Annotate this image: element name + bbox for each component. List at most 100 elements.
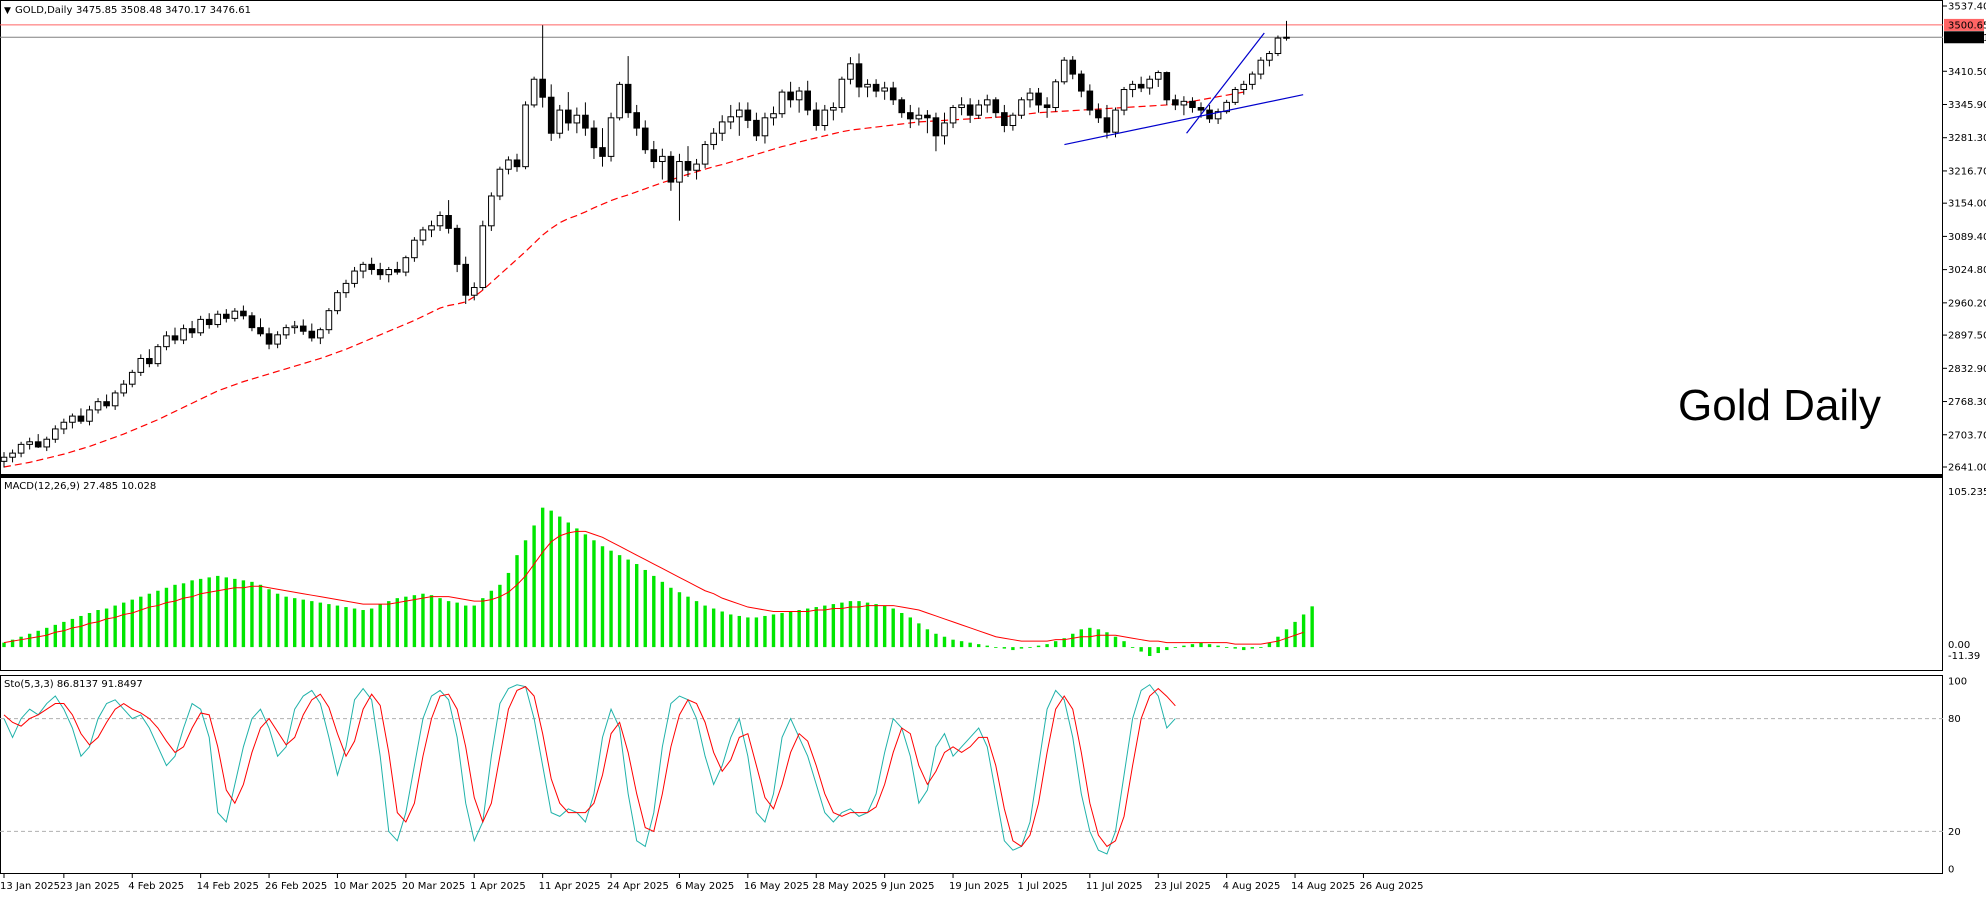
- candle-bear: [368, 263, 375, 271]
- macd-label: MACD(12,26,9) 27.485 10.028: [4, 481, 156, 492]
- candle-bear: [1137, 83, 1145, 89]
- candle-bull: [1112, 109, 1119, 133]
- candle-bear: [872, 83, 880, 92]
- stoch-tick-label: 0: [1948, 865, 1954, 876]
- macd-bar: [352, 608, 357, 648]
- candle-bear: [787, 91, 794, 101]
- date-tick-label: 20 Mar 2025: [402, 881, 465, 892]
- header-symbol: GOLD,Daily: [15, 5, 72, 16]
- macd-bar: [207, 577, 211, 648]
- candle-bull: [718, 121, 726, 134]
- macd-bar: [1062, 638, 1066, 648]
- price-tick-label: 3281.30: [1948, 133, 1986, 144]
- macd-bar: [293, 598, 297, 648]
- candle-bear: [308, 330, 316, 339]
- macd-bar: [241, 580, 246, 648]
- candle-bull: [1274, 37, 1282, 55]
- price-tick-label: 3410.50: [1948, 67, 1986, 78]
- price-tick-label: 3024.80: [1948, 265, 1986, 276]
- candle-bull: [52, 428, 59, 440]
- macd-bar: [609, 550, 613, 648]
- reference-lines: [0, 24, 1943, 832]
- candle-bull: [915, 114, 923, 120]
- candle-bull: [505, 159, 512, 170]
- candle-bear: [453, 227, 461, 265]
- macd-bar: [600, 546, 605, 648]
- macd-bar: [660, 581, 665, 648]
- candle-bull: [0, 456, 8, 462]
- candle-bear: [539, 78, 546, 98]
- macd-bar: [198, 578, 203, 648]
- candle-bear: [265, 333, 273, 345]
- macd-bar: [301, 599, 305, 648]
- macd-bar: [10, 639, 15, 648]
- candle-bull: [1052, 81, 1059, 109]
- candle-bull: [795, 90, 803, 101]
- macd-bar: [1267, 642, 1272, 648]
- candle-bull: [325, 310, 333, 331]
- candle-bull: [1266, 53, 1273, 61]
- ma-line: [3, 91, 1244, 468]
- candle-bear: [633, 112, 641, 129]
- candle-bear: [565, 109, 572, 124]
- macd-bar: [711, 608, 716, 648]
- macd-bar: [45, 627, 49, 648]
- macd-bar: [540, 507, 545, 648]
- macd-bar: [994, 647, 998, 648]
- macd-bar: [1002, 647, 1007, 649]
- price-tick-label: 2832.90: [1948, 364, 1986, 375]
- macd-bar: [1165, 647, 1169, 651]
- candles: [0, 20, 1290, 468]
- macd-bar: [1301, 614, 1306, 648]
- candle-bull: [941, 122, 948, 137]
- macd-bar: [1079, 629, 1083, 648]
- macd-bar: [1045, 644, 1049, 648]
- candle-bear: [1172, 99, 1179, 106]
- macd-bar: [643, 569, 647, 648]
- candle-bull: [676, 161, 683, 183]
- macd-bar: [327, 604, 331, 648]
- candle-bull: [94, 401, 102, 411]
- candle-bull: [1283, 36, 1290, 39]
- candle-bear: [582, 114, 589, 129]
- macd-bar: [959, 641, 964, 648]
- candle-bear: [34, 441, 42, 448]
- macd-bar: [806, 608, 810, 648]
- candle-bull: [317, 329, 324, 339]
- macd-bar: [1028, 647, 1032, 648]
- candle-bull: [69, 415, 76, 423]
- macd-bar: [720, 611, 724, 648]
- date-tick-label: 9 Jun 2025: [881, 881, 935, 892]
- date-tick-label: 14 Aug 2025: [1291, 881, 1355, 892]
- header-dropdown-icon[interactable]: ▼: [4, 6, 11, 16]
- candle-bull: [1129, 83, 1136, 91]
- macd-bar: [404, 596, 408, 648]
- macd-bar: [335, 605, 340, 648]
- date-tick-label: 24 Apr 2025: [607, 881, 669, 892]
- macd-bar: [1071, 633, 1075, 648]
- macd-bar: [472, 605, 476, 648]
- candle-bear: [932, 117, 940, 137]
- macd-bar: [164, 587, 169, 648]
- candle-bear: [1001, 112, 1008, 127]
- macd-bar: [788, 611, 793, 648]
- trendlines[interactable]: [1064, 32, 1304, 146]
- macd-bar: [968, 642, 972, 648]
- candle-bull: [231, 310, 239, 319]
- macd-bar: [464, 605, 468, 648]
- macd-bottom-tick: -11.39: [1948, 651, 1980, 662]
- macd-bar: [677, 592, 682, 648]
- macd-bar: [216, 575, 220, 648]
- macd-bar: [925, 629, 930, 648]
- candle-bull: [983, 99, 991, 106]
- candle-bull: [659, 155, 666, 163]
- candle-bear: [1197, 107, 1205, 111]
- macd-bar: [558, 516, 562, 648]
- macd-bar: [694, 601, 699, 648]
- macd-bar: [771, 614, 776, 648]
- candle-bear: [812, 109, 820, 127]
- macd-bar: [635, 564, 639, 648]
- candle-bull: [1026, 92, 1034, 101]
- candle-bear: [804, 90, 812, 111]
- macd-bar: [1233, 647, 1237, 649]
